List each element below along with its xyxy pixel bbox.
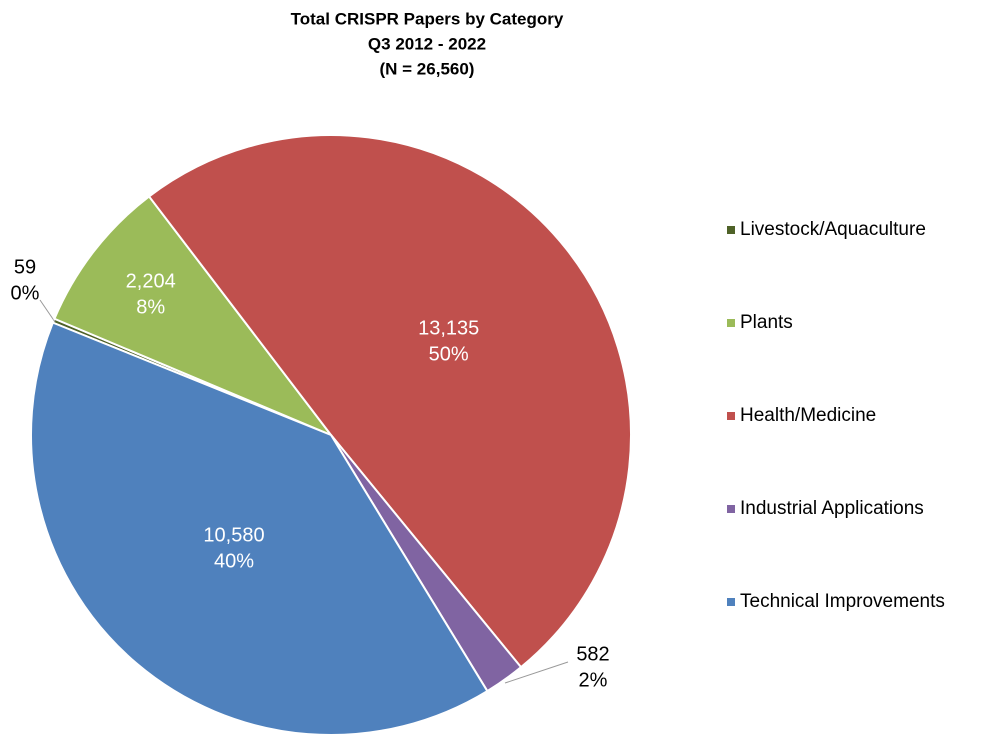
data-label: 59 xyxy=(14,256,36,278)
pie-slice xyxy=(147,134,632,669)
legend-label: Industrial Applications xyxy=(740,498,924,519)
legend-swatch xyxy=(727,505,735,513)
chart-title: Total CRISPR Papers by Category xyxy=(291,9,564,28)
legend-label: Plants xyxy=(740,312,793,333)
data-label: 50% xyxy=(429,343,469,365)
data-label: 582 xyxy=(576,643,609,665)
data-label: 8% xyxy=(136,297,165,319)
data-label: 10,580 xyxy=(203,525,264,547)
pie-slice xyxy=(53,195,335,438)
chart-subtitle: (N = 26,560) xyxy=(380,59,475,78)
data-label: 2,204 xyxy=(126,271,176,293)
leader-line xyxy=(39,299,56,323)
chart-subtitle: Q3 2012 - 2022 xyxy=(368,34,486,53)
legend-swatch xyxy=(727,319,735,327)
data-label: 40% xyxy=(214,551,254,573)
legend-swatch xyxy=(727,226,735,234)
legend-label: Livestock/Aquaculture xyxy=(740,219,926,240)
data-label: 0% xyxy=(11,282,40,304)
legend-label: Health/Medicine xyxy=(740,405,876,426)
data-label: 13,135 xyxy=(418,317,479,339)
legend-swatch xyxy=(727,412,735,420)
leader-line xyxy=(504,661,569,684)
legend-swatch xyxy=(727,598,735,606)
pie-slice xyxy=(30,321,489,736)
data-label: 2% xyxy=(579,669,608,691)
legend-label: Technical Improvements xyxy=(740,591,945,612)
